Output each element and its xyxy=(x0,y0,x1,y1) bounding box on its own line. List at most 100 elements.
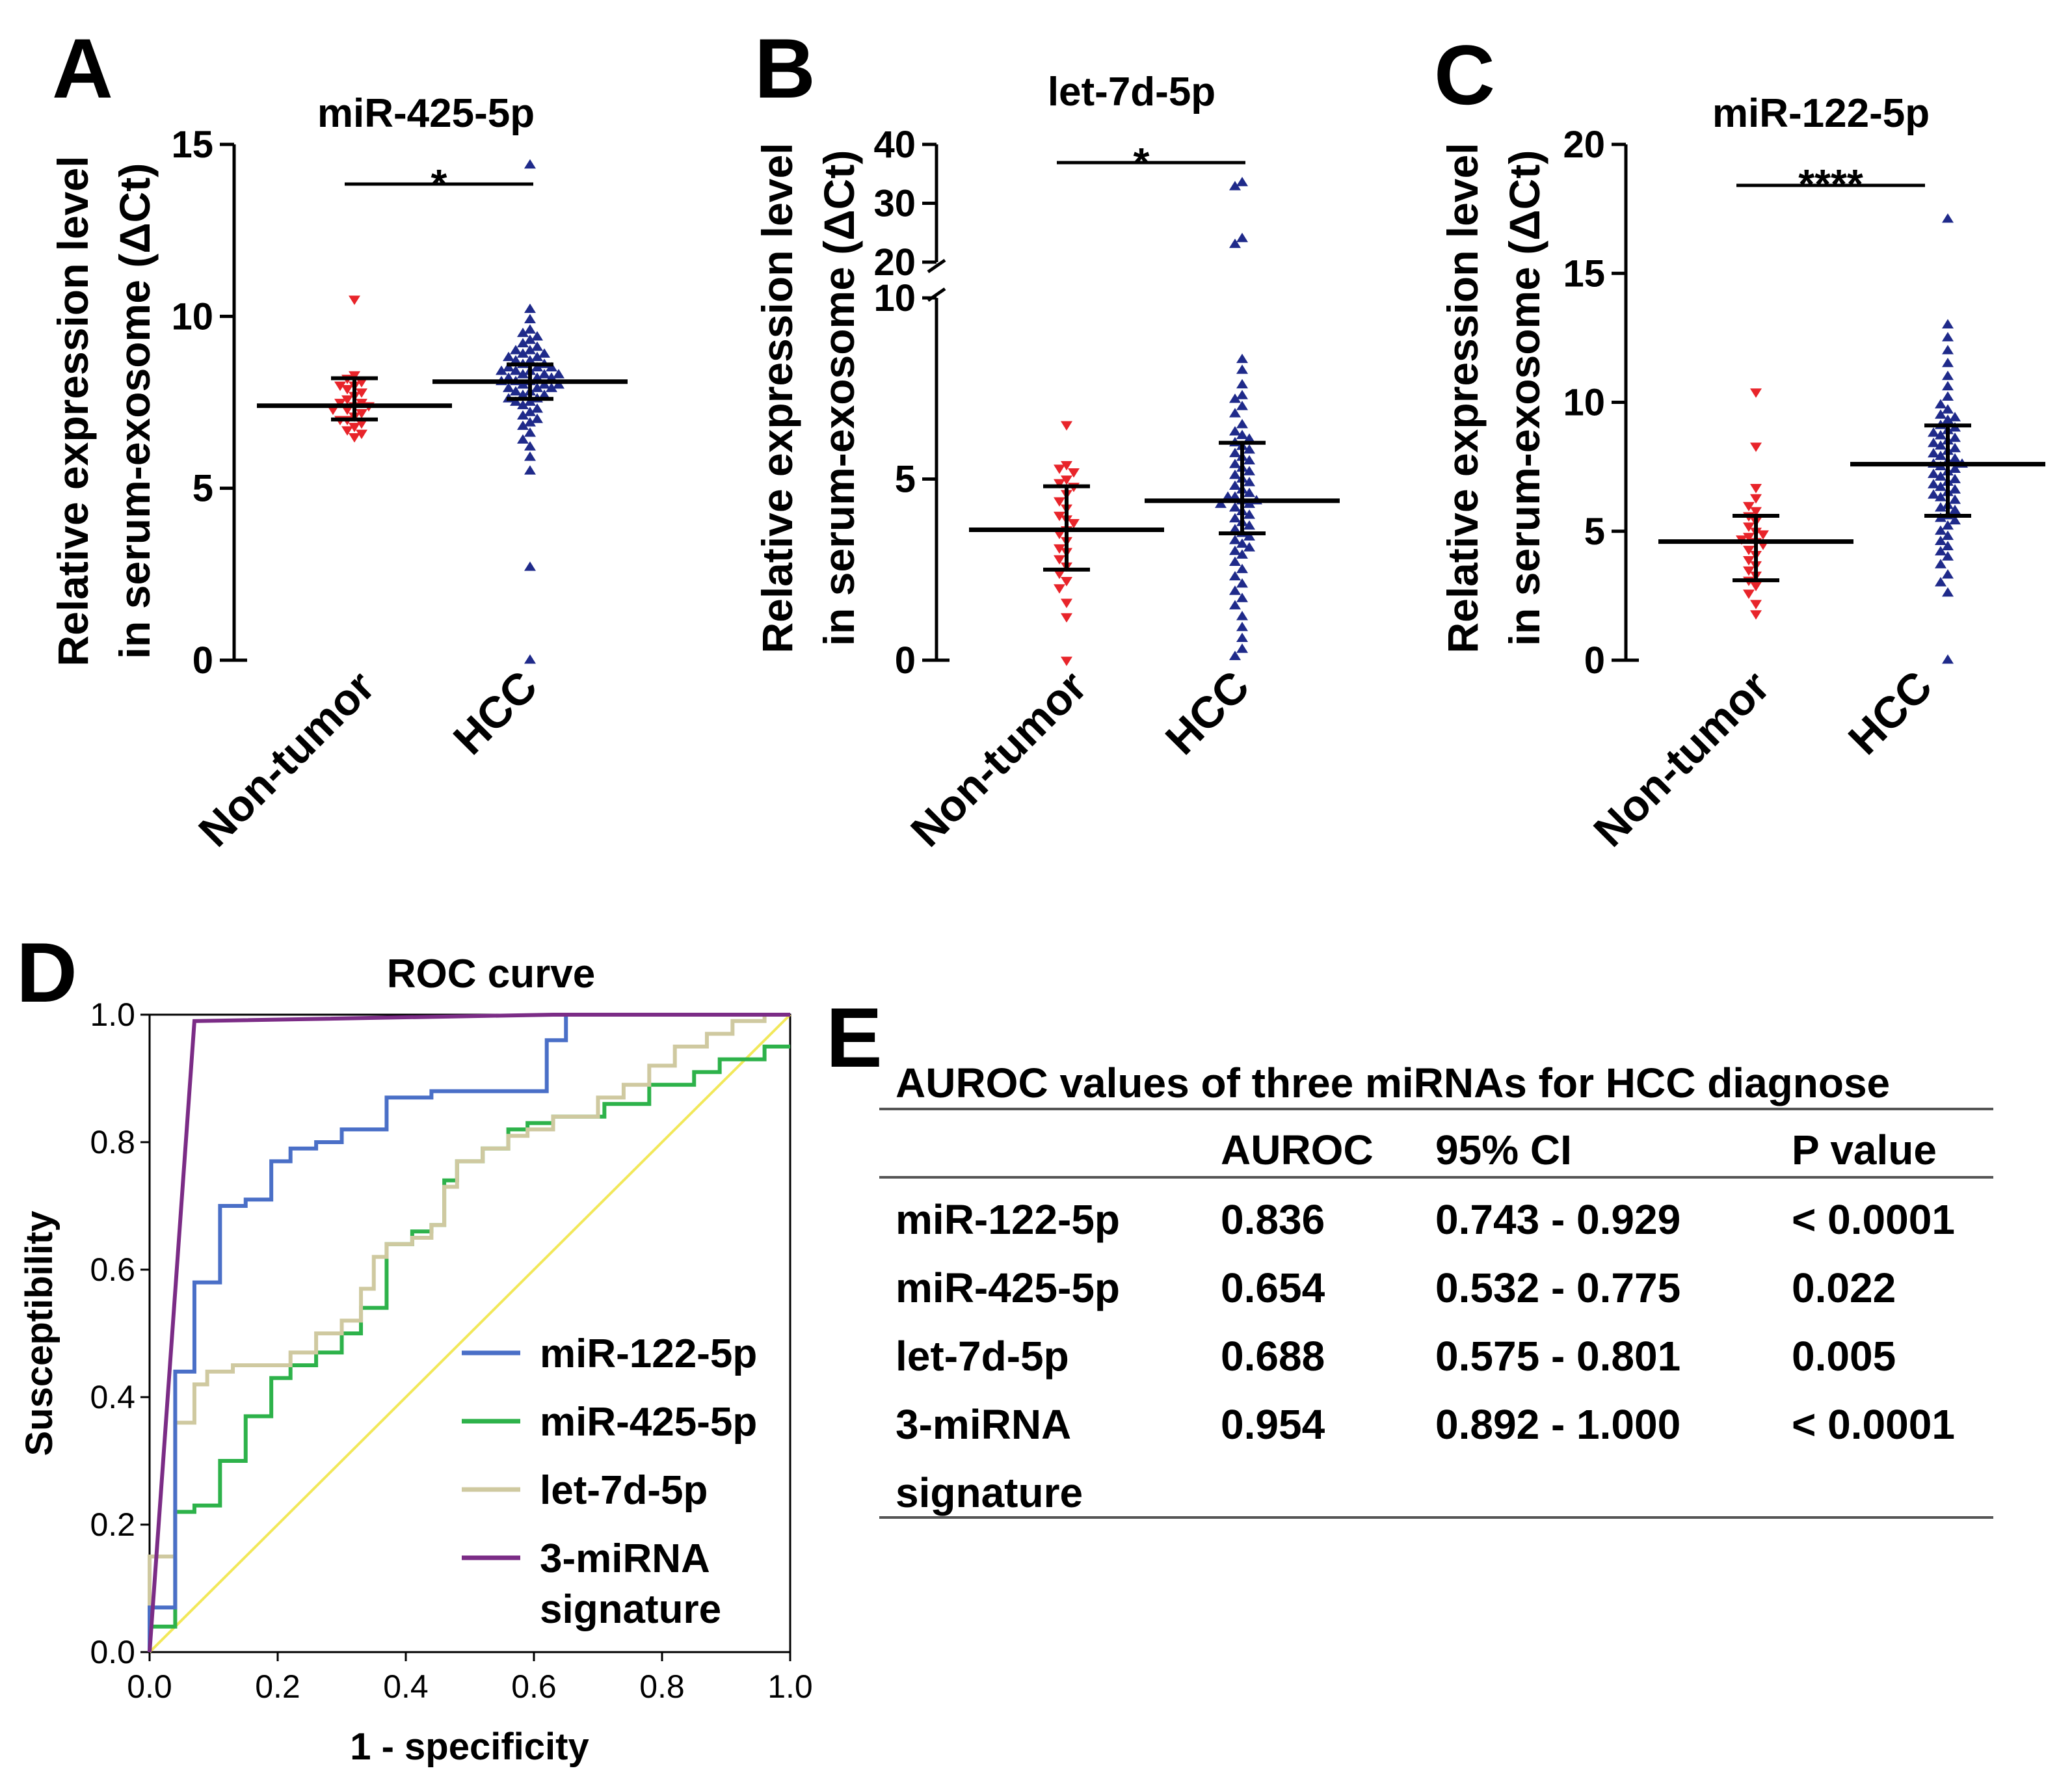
panel-b-group1-point-0 xyxy=(1236,176,1248,187)
panel-c-group1-point-43 xyxy=(1949,494,1961,504)
panel-a-group1-point-43 xyxy=(538,389,550,399)
panel-b-group1-point-46 xyxy=(1236,538,1248,548)
panel-c-group0-point-25 xyxy=(1750,610,1762,620)
panel-a-group1-point-41 xyxy=(510,386,522,396)
panel-c-group1-point-45 xyxy=(1935,502,1946,512)
panel-c-group0-point-8 xyxy=(1743,522,1755,532)
panel-c-group1-point-54 xyxy=(1942,541,1954,550)
panel-a-group1-point-27 xyxy=(553,369,564,379)
panel-d-x-tick-label-1.0: 1.0 xyxy=(767,1668,813,1705)
panel-a-group1-point-54 xyxy=(517,420,529,430)
panel-a-significance: * xyxy=(431,161,447,207)
panel-c-significance: **** xyxy=(1798,161,1863,207)
panel-c-y-tick-label-15: 15 xyxy=(1563,252,1605,295)
panel-a-group1-point-4 xyxy=(517,327,529,338)
panel-b-group1-point-5 xyxy=(1236,364,1248,374)
panel-c-group1-point-9 xyxy=(1942,404,1954,414)
panel-d-x-tick-label-0.2: 0.2 xyxy=(255,1668,300,1705)
panel-b-group0-point-2 xyxy=(1054,464,1065,474)
panel-b-y-upper-tick-label-30: 30 xyxy=(873,183,916,225)
panel-b-y-upper-tick-label-20: 20 xyxy=(873,241,916,284)
table-row-2-col-2: 0.575 - 0.801 xyxy=(1435,1333,1680,1380)
panel-b-group1-point-44 xyxy=(1243,531,1255,541)
panel-a-group0-point-22 xyxy=(341,426,353,436)
panel-b-group0-point-14 xyxy=(1054,529,1065,540)
panel-b-group0-point-8 xyxy=(1054,497,1065,507)
panel-c-group1-point-11 xyxy=(1949,412,1961,421)
panel-c: C miR-122-5p Relative expression level i… xyxy=(1434,27,2045,856)
panel-c-group1-point-20 xyxy=(1928,437,1939,448)
panel-a-group1-point-42 xyxy=(517,389,529,399)
panel-a-group1-point-61 xyxy=(524,654,536,664)
panel-c-group1-point-33 xyxy=(1928,468,1939,478)
panel-a-points xyxy=(327,159,564,664)
panel-b-group1-point-41 xyxy=(1243,520,1255,530)
panel-a-group0-point-0 xyxy=(349,295,360,305)
panel-b-group0-point-22 xyxy=(1054,584,1065,594)
panel-b-group1-point-12 xyxy=(1229,426,1241,436)
panel-c-group1-point-50 xyxy=(1942,520,1954,530)
table-row-3-col-3: < 0.0001 xyxy=(1792,1401,1955,1448)
panel-b-y-lower-tick-label-0: 0 xyxy=(895,639,916,682)
panel-a-group0-point-6 xyxy=(341,384,353,395)
panel-a-group1-point-38 xyxy=(503,382,514,392)
panel-a-group1-point-2 xyxy=(524,314,536,324)
panel-a-group1-point-37 xyxy=(531,382,543,392)
panel-a-title: miR-425-5p xyxy=(317,91,535,136)
panel-a-label: A xyxy=(52,21,113,116)
panel-a-y-tick-label-5: 5 xyxy=(193,468,213,510)
panel-b-group1-point-6 xyxy=(1236,379,1248,389)
panel-c-group1-point-37 xyxy=(1928,479,1939,488)
panel-a-ylabel-line2: in serum-exosome (ΔCt) xyxy=(111,163,159,660)
roc-curve-let-7d-5p xyxy=(148,1013,790,1652)
panel-b-group1-point-56 xyxy=(1229,600,1241,609)
panel-b-group1-point-34 xyxy=(1243,498,1255,508)
panel-c-group1-point-8 xyxy=(1935,399,1946,408)
panel-c-group1-point-21 xyxy=(1935,440,1946,450)
panel-c-group0-point-1 xyxy=(1750,442,1762,452)
panel-a-summary xyxy=(257,362,628,421)
panel-b-label: B xyxy=(754,21,816,116)
panel-a-group0-point-7 xyxy=(356,388,367,398)
panel-a-y-ticks: 0 5 10 15 xyxy=(171,124,234,682)
panel-a-group1-point-20 xyxy=(503,362,514,372)
panel-b-group1-point-42 xyxy=(1229,524,1241,533)
panel-c-group1-point-61 xyxy=(1942,654,1954,664)
panel-c-group1-point-51 xyxy=(1935,525,1946,535)
panel-a-group1-point-25 xyxy=(517,369,529,379)
panel-c-group1-point-10 xyxy=(1935,409,1946,419)
panel-a-group0-point-20 xyxy=(356,419,367,429)
table-header-auroc: AUROC xyxy=(1221,1127,1374,1173)
panel-b-significance: * xyxy=(1134,139,1150,186)
panel-b-group1-point-51 xyxy=(1236,563,1248,574)
panel-d-x-tick-label-0.8: 0.8 xyxy=(639,1668,685,1705)
panel-b-group1-point-48 xyxy=(1229,545,1241,555)
panel-b-group0-point-12 xyxy=(1068,518,1080,529)
panel-a-group1-point-16 xyxy=(510,355,522,365)
panel-b-group0-point-16 xyxy=(1054,544,1065,554)
panel-c-y-ticks: 0 5 10 15 20 xyxy=(1563,124,1626,682)
panel-a-group1-point-9 xyxy=(524,345,536,354)
panel-b-title: let-7d-5p xyxy=(1048,70,1215,114)
panel-a-group1-point-47 xyxy=(510,396,522,406)
panel-c-group1-point-4 xyxy=(1942,358,1954,367)
table-row-0-col-0: miR-122-5p xyxy=(896,1196,1120,1243)
panel-c-group1-point-5 xyxy=(1942,370,1954,381)
panel-b-group1-point-18 xyxy=(1229,448,1241,457)
panel-b-group1-point-20 xyxy=(1243,455,1255,465)
panel-b-group0-point-20 xyxy=(1054,569,1065,580)
panel-a-group1-point-39 xyxy=(546,382,557,392)
panel-b-group0-point-0 xyxy=(1061,421,1072,431)
panel-c-ylabel-line2: in serum-exosome (ΔCt) xyxy=(1500,150,1548,647)
panel-e-label: E xyxy=(826,990,883,1085)
panel-c-group0-point-15 xyxy=(1743,546,1755,555)
panel-b-group1-point-57 xyxy=(1236,611,1248,621)
panel-c-group0-point-17 xyxy=(1743,555,1755,566)
panel-a-group1-point-0 xyxy=(524,159,536,169)
panel-b-group1-point-39 xyxy=(1229,513,1241,523)
panel-a-xcat-hcc: HCC xyxy=(444,661,547,764)
panel-d-label: D xyxy=(16,925,77,1020)
panel-c-group1-point-1 xyxy=(1942,319,1954,328)
